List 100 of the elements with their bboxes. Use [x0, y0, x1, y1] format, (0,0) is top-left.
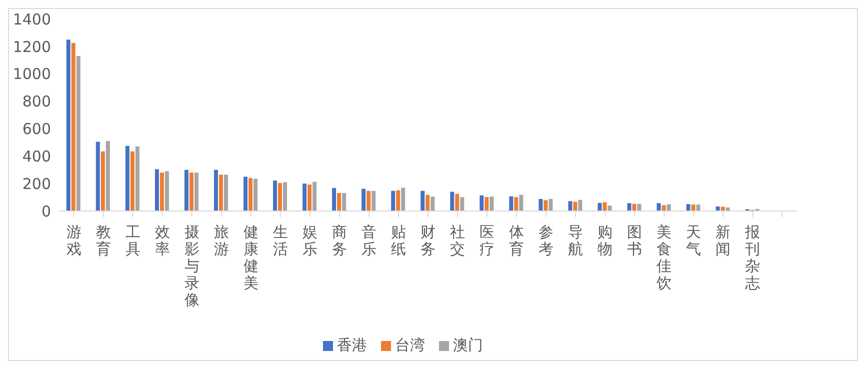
- bar: [637, 204, 642, 211]
- bar: [573, 202, 578, 211]
- bar: [686, 204, 690, 211]
- bar: [332, 188, 336, 211]
- bar: [401, 188, 406, 211]
- bar: [366, 190, 371, 211]
- x-tick-label: 音乐: [361, 223, 376, 258]
- x-tick-label: 工具: [125, 223, 140, 258]
- bar: [548, 198, 553, 211]
- x-tick-label: 参考: [538, 223, 554, 258]
- bar: [602, 202, 607, 211]
- bar: [130, 151, 134, 211]
- bar: [627, 203, 632, 211]
- x-tick-label: 天气: [686, 223, 702, 258]
- bar: [490, 196, 494, 211]
- y-tick-label: 800: [22, 92, 51, 111]
- bar: [608, 206, 612, 211]
- bar: [538, 198, 543, 211]
- x-tick-label: 生活: [272, 223, 288, 258]
- bar: [568, 201, 572, 211]
- bar: [578, 200, 582, 211]
- x-tick-label: 报刊杂志: [744, 223, 760, 292]
- bar: [426, 194, 430, 211]
- y-tick-label: 400: [22, 147, 51, 166]
- x-tick-label: 美食佳饮: [656, 223, 672, 292]
- bar: [544, 200, 548, 211]
- bar: [248, 178, 252, 211]
- bar: [273, 180, 278, 211]
- bar: [450, 192, 454, 211]
- bar: [66, 40, 70, 211]
- x-tick-label: 医疗: [480, 223, 495, 258]
- y-tick-label: 600: [22, 120, 51, 138]
- bar: [662, 205, 666, 211]
- x-tick-label: 购物: [598, 223, 613, 258]
- bar: [100, 151, 105, 211]
- x-tick-label: 教育: [96, 223, 111, 258]
- bar: [598, 202, 602, 211]
- bar: [76, 56, 80, 211]
- bar: [337, 193, 342, 211]
- x-tick-label: 商务: [332, 223, 347, 258]
- bar: [278, 183, 282, 211]
- bar: [396, 190, 400, 211]
- bar: [106, 141, 110, 211]
- x-tick-label: 游戏: [66, 223, 82, 258]
- bar: [480, 195, 484, 211]
- legend-label: 台湾: [394, 336, 425, 355]
- x-tick-label: 旅游: [214, 223, 229, 258]
- bar: [160, 172, 164, 211]
- y-tick-label: 1000: [12, 65, 51, 84]
- bar: [519, 194, 524, 211]
- x-tick-label: 娱乐: [302, 223, 318, 258]
- bar: [224, 174, 228, 211]
- bar: [430, 196, 435, 211]
- bar: [189, 172, 194, 211]
- bar: [455, 194, 460, 211]
- bar: [342, 193, 346, 211]
- x-tick-label: 新闻: [716, 223, 731, 258]
- bar: [218, 174, 223, 211]
- x-tick-label: 图书: [627, 223, 642, 258]
- bar: [632, 204, 636, 211]
- x-tick-label: 财务: [420, 223, 436, 258]
- bar: [254, 178, 258, 211]
- x-tick-label: 贴纸: [390, 223, 406, 258]
- x-tick-label: 社交: [450, 223, 466, 258]
- x-tick-label: 摄影与录像: [184, 223, 200, 309]
- bar: [194, 172, 198, 211]
- bar: [691, 204, 696, 211]
- x-tick-label: 体育: [509, 223, 524, 258]
- bar: [372, 190, 376, 211]
- bar: [184, 170, 188, 211]
- bar: [656, 203, 661, 211]
- x-tick-label: 健康健美: [243, 223, 258, 292]
- bar: [484, 197, 489, 211]
- bar: [420, 190, 425, 211]
- bar: [244, 176, 248, 211]
- bar: [514, 197, 518, 211]
- x-tick-label: 效率: [154, 223, 170, 258]
- y-tick-label: 0: [41, 202, 51, 220]
- bar: [391, 190, 396, 211]
- bar: [509, 196, 514, 211]
- bar: [164, 171, 169, 211]
- bar: [125, 146, 130, 211]
- bar: [308, 184, 312, 211]
- y-tick-label: 1400: [12, 10, 51, 28]
- bar: [71, 43, 76, 211]
- y-tick-label: 1200: [12, 38, 51, 56]
- x-tick-label: 导航: [568, 223, 584, 258]
- bar: [696, 204, 700, 211]
- bar: [362, 188, 366, 211]
- bar: [96, 142, 100, 211]
- bar: [283, 182, 288, 211]
- legend-label: 澳门: [452, 336, 483, 355]
- bar: [302, 184, 307, 211]
- y-tick-label: 200: [22, 174, 51, 193]
- bar: [312, 182, 317, 211]
- bar: [460, 197, 464, 211]
- bar: [720, 206, 725, 211]
- bar: [214, 170, 218, 211]
- bar: [135, 146, 140, 211]
- bar: [154, 169, 159, 211]
